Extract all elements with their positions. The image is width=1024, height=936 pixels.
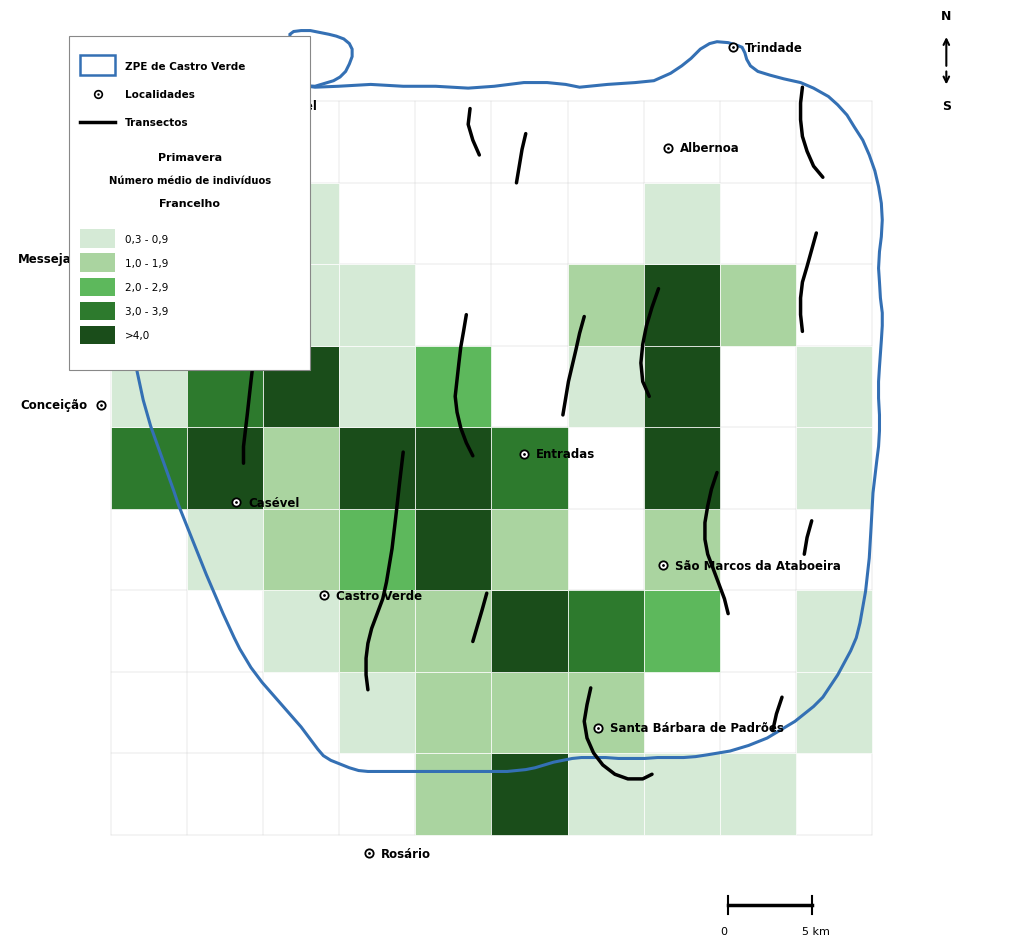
- Bar: [186, 265, 263, 346]
- Bar: [80, 230, 116, 249]
- Bar: [796, 591, 872, 672]
- Text: Transectos: Transectos: [125, 117, 188, 127]
- Bar: [416, 428, 492, 509]
- Text: Messejana: Messejana: [17, 254, 87, 266]
- Text: Casével: Casével: [248, 496, 299, 509]
- Bar: [492, 428, 567, 509]
- Bar: [644, 265, 720, 346]
- Bar: [111, 346, 186, 428]
- Bar: [567, 346, 644, 428]
- Bar: [263, 428, 339, 509]
- Bar: [492, 509, 567, 591]
- Bar: [186, 428, 263, 509]
- Bar: [80, 327, 116, 345]
- Bar: [339, 509, 416, 591]
- Bar: [186, 346, 263, 428]
- Text: >4,0: >4,0: [125, 330, 150, 341]
- Bar: [796, 672, 872, 753]
- Text: Localidades: Localidades: [125, 90, 195, 99]
- Bar: [644, 591, 720, 672]
- Text: São Marcos da Ataboeira: São Marcos da Ataboeira: [675, 559, 841, 572]
- Bar: [720, 753, 796, 835]
- Bar: [339, 672, 416, 753]
- Text: 1,0 - 1,9: 1,0 - 1,9: [125, 258, 168, 269]
- Bar: [416, 672, 492, 753]
- Bar: [111, 428, 186, 509]
- Bar: [339, 346, 416, 428]
- Text: 5 km: 5 km: [803, 926, 830, 936]
- Bar: [263, 591, 339, 672]
- Bar: [416, 346, 492, 428]
- Bar: [567, 753, 644, 835]
- Bar: [567, 672, 644, 753]
- Bar: [80, 302, 116, 321]
- Text: ZPE de Castro Verde: ZPE de Castro Verde: [125, 62, 245, 72]
- Text: Entradas: Entradas: [536, 448, 595, 461]
- Text: Conceição: Conceição: [20, 399, 87, 412]
- Text: Número médio de indivíduos: Número médio de indivíduos: [109, 176, 270, 186]
- Text: Santa Bárbara de Padrões: Santa Bárbara de Padrões: [610, 722, 784, 735]
- Bar: [644, 753, 720, 835]
- Bar: [263, 509, 339, 591]
- Text: Francelho: Francelho: [159, 199, 220, 209]
- Text: Castro Verde: Castro Verde: [336, 589, 423, 602]
- Bar: [567, 591, 644, 672]
- Bar: [80, 254, 116, 272]
- Bar: [796, 346, 872, 428]
- Bar: [492, 753, 567, 835]
- Text: Albernoa: Albernoa: [680, 142, 739, 154]
- Text: N: N: [941, 10, 951, 23]
- Bar: [492, 591, 567, 672]
- Bar: [263, 183, 339, 265]
- Bar: [339, 265, 416, 346]
- Bar: [263, 346, 339, 428]
- Bar: [416, 509, 492, 591]
- Text: Primavera: Primavera: [158, 153, 222, 163]
- Text: 3,0 - 3,9: 3,0 - 3,9: [125, 307, 168, 316]
- Text: Trindade: Trindade: [744, 42, 803, 54]
- Bar: [339, 591, 416, 672]
- Text: 2,0 - 2,9: 2,0 - 2,9: [125, 283, 168, 293]
- Bar: [644, 346, 720, 428]
- Text: 0,3 - 0,9: 0,3 - 0,9: [125, 234, 168, 244]
- Bar: [492, 672, 567, 753]
- Bar: [80, 278, 116, 297]
- Bar: [69, 37, 310, 371]
- Bar: [720, 265, 796, 346]
- Text: Aljustrel: Aljustrel: [262, 100, 317, 113]
- Bar: [567, 265, 644, 346]
- Text: S: S: [942, 100, 951, 113]
- Bar: [339, 428, 416, 509]
- Bar: [644, 428, 720, 509]
- Text: 0: 0: [720, 926, 727, 936]
- Bar: [796, 428, 872, 509]
- Text: Rosário: Rosário: [381, 847, 431, 860]
- Bar: [644, 183, 720, 265]
- Bar: [416, 591, 492, 672]
- Bar: [644, 509, 720, 591]
- Bar: [80, 55, 116, 76]
- Bar: [416, 753, 492, 835]
- Bar: [263, 265, 339, 346]
- Bar: [186, 509, 263, 591]
